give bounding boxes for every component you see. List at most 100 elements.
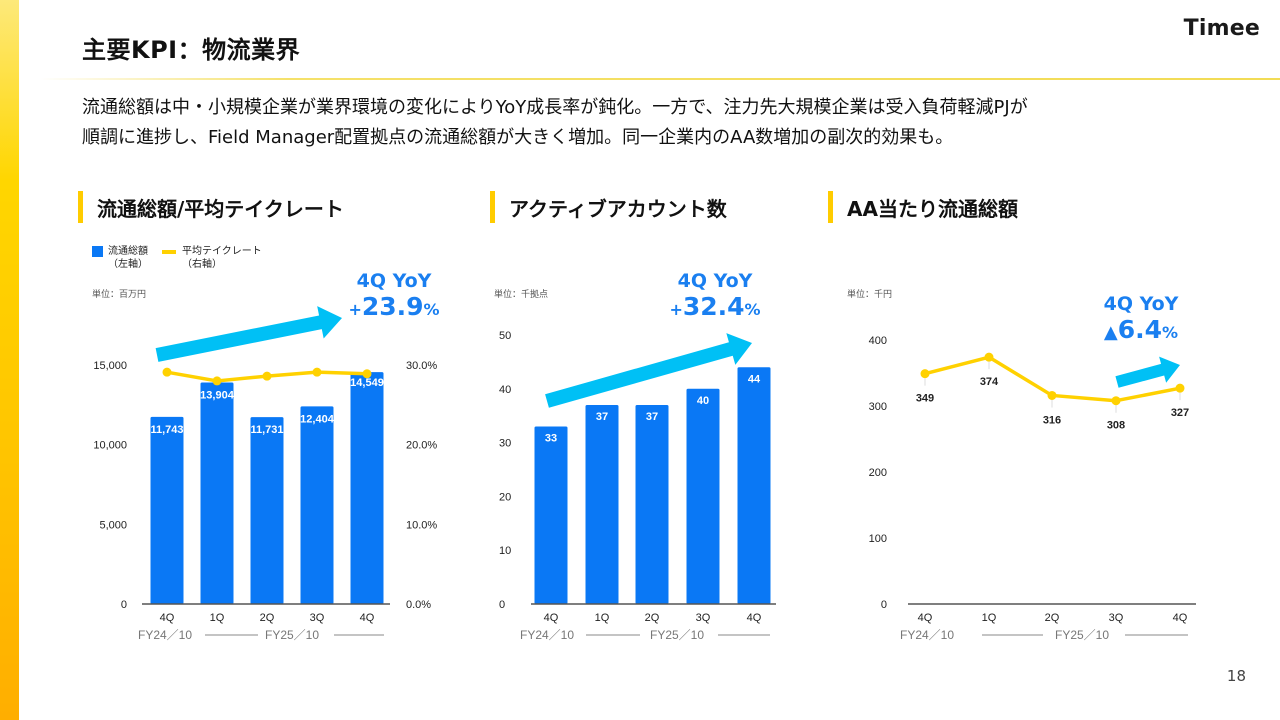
bar-value-label: 13,904 (200, 389, 235, 401)
section-marker (490, 191, 495, 223)
x-tick-label: 4Q (360, 612, 375, 624)
legend-label: 流通総額 (108, 246, 148, 257)
fiscal-year-label: FY25／10 (265, 628, 319, 642)
gmv-per-aa-point (1175, 383, 1185, 393)
yoy-annotation: 4Q YoY +23.9% (346, 270, 442, 321)
fiscal-year-label: FY24／10 (900, 628, 954, 642)
y-tick-label: 0 (881, 599, 887, 611)
bar (250, 417, 284, 604)
bar-value-label: 11,743 (150, 424, 183, 436)
summary-line: 順調に進捗し、Field Manager配置拠点の流通総額が大きく増加。同一企業… (82, 127, 954, 148)
fiscal-year-label: FY24／10 (138, 628, 192, 642)
legend-sublabel: （右軸） (182, 259, 222, 270)
point-value-label: 316 (1043, 414, 1061, 426)
y-right-tick-label: 30.0% (406, 360, 437, 372)
take-rate-point (312, 367, 322, 377)
bar (300, 406, 334, 604)
x-tick-label: 3Q (1109, 612, 1124, 624)
yoy-label: 4Q YoY (356, 270, 432, 292)
y-tick-label: 10 (499, 545, 511, 557)
yoy-value: 23.9 (361, 292, 424, 321)
bar-value-label: 37 (646, 411, 658, 423)
x-tick-label: 1Q (982, 612, 997, 624)
y-tick-label: 50 (499, 330, 511, 342)
section-heading-gmv: 流通総額/平均テイクレート (78, 190, 344, 224)
legend-swatch-bar (92, 246, 103, 257)
section-heading-gmv-per-aa: AA当たり流通総額 (828, 190, 1018, 224)
gmv-per-aa-point (1111, 396, 1121, 406)
y-right-tick-label: 20.0% (406, 440, 437, 452)
gmv-per-aa-point (920, 369, 930, 379)
x-tick-label: 4Q (1173, 612, 1188, 624)
yoy-value: 6.4 (1117, 315, 1163, 344)
y-right-tick-label: 0.0% (406, 599, 431, 611)
yoy-annotation: 4Q YoY ▲6.4% (1096, 293, 1186, 344)
x-tick-label: 2Q (1045, 612, 1060, 624)
y-left-tick-label: 15,000 (93, 360, 127, 372)
y-right-tick-label: 10.0% (406, 519, 437, 531)
legend-swatch-line (162, 250, 176, 254)
take-rate-point (212, 376, 222, 386)
y-tick-label: 100 (869, 533, 887, 545)
y-left-tick-label: 0 (121, 599, 127, 611)
y-tick-label: 400 (869, 335, 887, 347)
unit-label: 単位：百万円 (92, 290, 147, 300)
bar (635, 404, 669, 604)
point-value-label: 374 (980, 376, 999, 388)
bar (350, 372, 384, 604)
take-rate-point (162, 367, 172, 377)
y-left-tick-label: 5,000 (99, 519, 127, 531)
y-tick-label: 0 (499, 599, 505, 611)
bar (150, 416, 184, 604)
x-tick-label: 4Q (160, 612, 175, 624)
y-tick-label: 20 (499, 491, 511, 503)
y-tick-label: 30 (499, 438, 511, 450)
y-tick-label: 40 (499, 384, 511, 396)
fiscal-year-label: FY24／10 (520, 628, 574, 642)
y-tick-label: 300 (869, 401, 887, 413)
section-title: AA当たり流通総額 (847, 196, 1018, 221)
summary-line: 流通総額は中・小規模企業が業界環境の変化によりYoY成長率が鈍化。一方で、注力先… (82, 97, 1028, 118)
legend-sublabel: （左軸） (108, 259, 148, 270)
y-tick-label: 200 (869, 467, 887, 479)
chart-legend: 流通総額 （左軸） 平均テイクレート （右軸） (92, 245, 262, 271)
legend-item-take-rate: 平均テイクレート （右軸） (162, 245, 262, 271)
bar (534, 426, 568, 604)
yoy-label: 4Q YoY (677, 270, 753, 292)
y-left-tick-label: 10,000 (93, 440, 127, 452)
fiscal-year-label: FY25／10 (1055, 628, 1109, 642)
x-tick-label: 2Q (260, 612, 275, 624)
bar-value-label: 37 (596, 411, 608, 423)
legend-label: 平均テイクレート (182, 246, 262, 257)
x-tick-label: 4Q (544, 612, 559, 624)
x-tick-label: 1Q (595, 612, 610, 624)
yoy-value: 32.4 (682, 292, 745, 321)
bar-value-label: 40 (697, 395, 709, 407)
bar (737, 367, 771, 604)
bar (585, 404, 619, 604)
x-tick-label: 4Q (918, 612, 933, 624)
title-divider (40, 78, 1280, 80)
trend-arrow-icon (545, 333, 752, 408)
section-marker (78, 191, 83, 223)
x-tick-label: 2Q (645, 612, 660, 624)
bar-value-label: 11,731 (250, 424, 283, 436)
fiscal-year-label: FY25／10 (650, 628, 704, 642)
point-value-label: 327 (1171, 407, 1189, 419)
trend-arrow-icon (155, 306, 342, 362)
page-number: 18 (1226, 667, 1246, 685)
unit-label: 単位：千円 (847, 290, 893, 300)
take-rate-point (262, 371, 272, 381)
brand-logo: Timee (1183, 16, 1260, 41)
page-title: 主要KPI：物流業界 (82, 36, 301, 64)
bar-value-label: 44 (748, 373, 761, 385)
section-heading-active-accounts: アクティブアカウント数 (490, 190, 727, 224)
legend-item-gmv: 流通総額 （左軸） (92, 245, 148, 271)
gmv-per-aa-point (1047, 390, 1057, 400)
yoy-label: 4Q YoY (1103, 293, 1179, 315)
x-tick-label: 3Q (696, 612, 711, 624)
bar (686, 388, 720, 604)
section-title: 流通総額/平均テイクレート (97, 196, 344, 221)
x-tick-label: 1Q (210, 612, 225, 624)
